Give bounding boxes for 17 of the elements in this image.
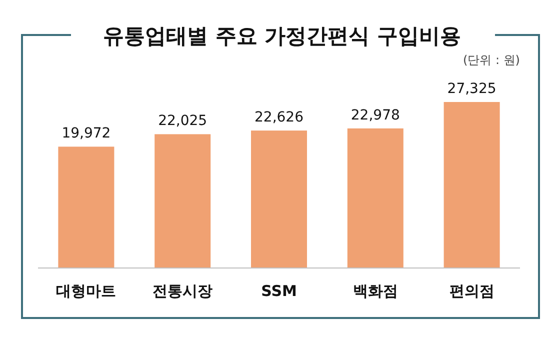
data-label: 27,325 [447,81,496,97]
data-label: 22,025 [158,113,208,130]
bar [154,134,211,268]
bar [251,130,307,268]
bar [58,146,114,268]
x-tick-label: SSM [261,282,297,300]
x-tick-label: 편의점 [449,282,494,300]
bar [444,102,500,268]
data-label: 19,972 [62,126,111,142]
text: (단위 : 원) [462,53,520,67]
x-tick-label: 전통시장 [152,282,213,300]
x-tick-label: 백화점 [352,282,398,300]
data-label: 22,626 [254,110,304,126]
chart-title: 유통업태별 주요 가정간편식 구입비용 [103,24,461,48]
bar [347,128,404,268]
data-label: 22,978 [350,107,400,124]
x-tick-label: 대형마트 [56,282,116,300]
